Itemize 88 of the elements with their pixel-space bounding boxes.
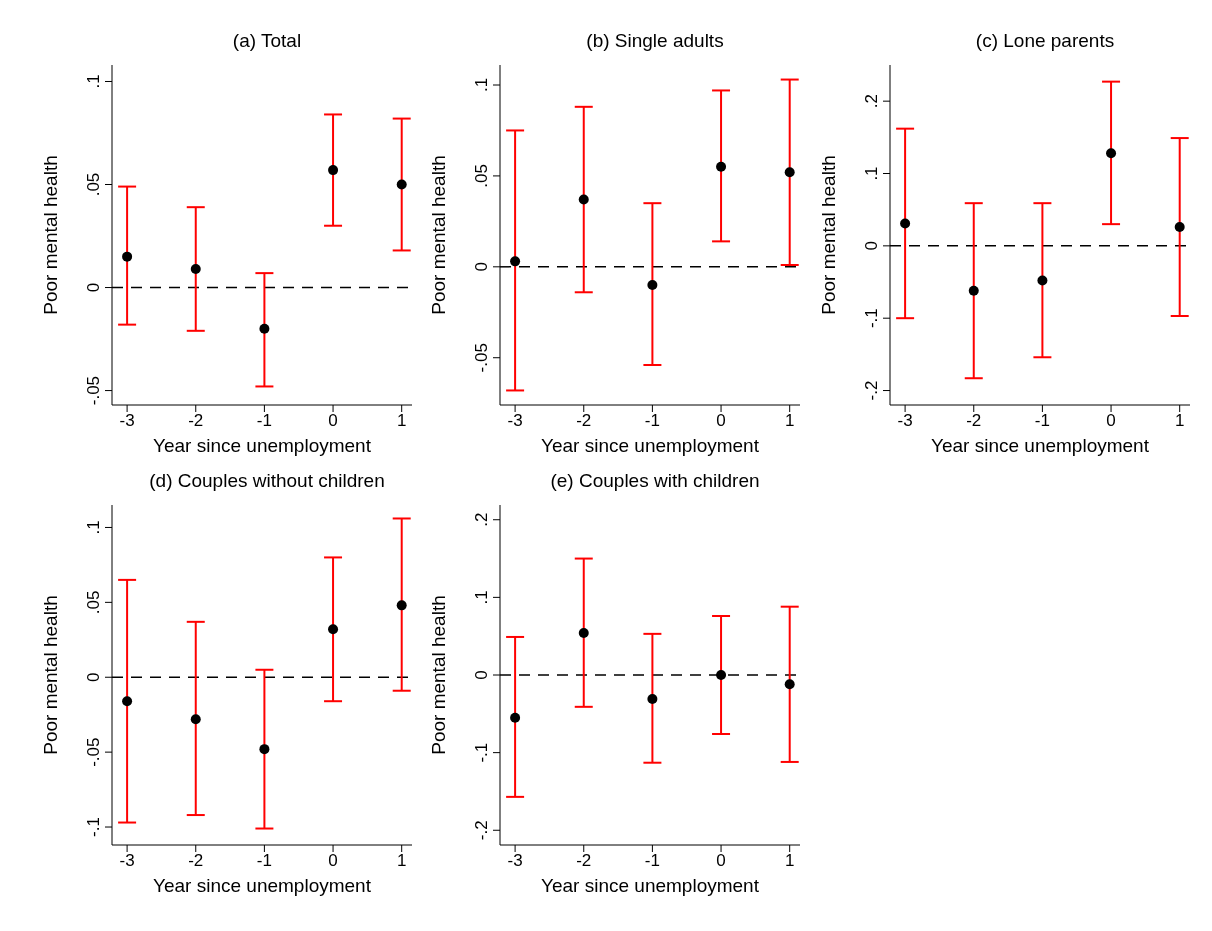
point (328, 165, 339, 176)
point (190, 264, 201, 274)
x-tick-label: -3 (507, 851, 523, 871)
y-tick-label: -.05 (84, 737, 103, 767)
y-axis-title: Poor mental health (817, 155, 839, 315)
y-tick-label: -.1 (84, 817, 103, 837)
x-tick-label: -1 (644, 411, 660, 431)
y-axis-title: Poor mental health (427, 595, 449, 755)
x-tick-label: 1 (396, 851, 407, 871)
y-tick-label: .2 (472, 512, 491, 527)
y-tick-label: -.05 (84, 375, 103, 406)
x-tick-label: -2 (188, 411, 204, 431)
x-tick-label: 0 (328, 411, 338, 431)
x-tick-label: -2 (966, 411, 982, 431)
y-tick-label: .2 (862, 94, 881, 109)
y-tick-label: -.2 (862, 380, 881, 401)
point (647, 694, 658, 705)
x-tick-label: -3 (119, 851, 135, 871)
point (578, 194, 589, 205)
point (784, 167, 795, 178)
point (328, 624, 339, 635)
point (716, 670, 727, 680)
y-tick-label: .1 (472, 590, 491, 605)
chart-title: (b) Single adults (585, 30, 725, 53)
point (578, 628, 589, 639)
point (259, 323, 270, 334)
x-tick-label: 1 (1174, 411, 1185, 431)
y-tick-label: 0 (84, 282, 103, 293)
point (784, 679, 795, 690)
x-tick-label: -3 (119, 411, 135, 431)
y-tick-label: .05 (472, 164, 491, 188)
x-tick-label: -2 (576, 851, 592, 871)
y-axis-title: Poor mental health (427, 155, 449, 315)
x-tick-label: 0 (1106, 411, 1116, 431)
point (190, 714, 201, 725)
y-tick-label: -.05 (472, 343, 491, 373)
x-axis-title: Year since unemployment (931, 435, 1150, 456)
x-tick-label: 1 (396, 411, 407, 431)
x-axis-title: Year since unemployment (153, 875, 372, 896)
x-tick-label: -1 (1034, 411, 1050, 431)
y-tick-label: -.1 (862, 308, 881, 329)
point (716, 161, 727, 172)
x-tick-label: -1 (644, 851, 660, 871)
point (396, 179, 407, 190)
point (968, 285, 979, 296)
x-axis-title: Year since unemployment (153, 435, 372, 456)
y-tick-label: .1 (84, 74, 103, 89)
point (1174, 222, 1185, 233)
chart-title: (d) Couples without children (148, 470, 386, 493)
y-tick-label: .1 (472, 77, 491, 93)
y-tick-label: .05 (84, 172, 103, 197)
point (1037, 275, 1048, 286)
x-axis-title: Year since unemployment (541, 435, 760, 456)
y-tick-label: 0 (862, 241, 881, 251)
y-tick-label: -.1 (472, 742, 491, 763)
point (510, 256, 521, 267)
y-tick-label: 0 (84, 672, 103, 682)
x-tick-label: -1 (256, 411, 272, 431)
point (1106, 148, 1117, 159)
y-tick-label: -.2 (472, 820, 491, 841)
point (900, 218, 911, 229)
x-tick-label: -2 (188, 851, 204, 871)
x-tick-label: -3 (897, 411, 913, 431)
y-tick-label: .1 (84, 520, 103, 535)
x-tick-label: 0 (716, 411, 726, 431)
point (396, 600, 407, 611)
y-tick-label: .1 (862, 166, 881, 181)
x-tick-label: -1 (256, 851, 272, 871)
point (510, 712, 521, 723)
x-tick-label: -3 (507, 411, 523, 431)
x-tick-label: 1 (784, 851, 795, 871)
chart-title: (a) Total (231, 30, 303, 53)
y-tick-label: 0 (472, 670, 491, 680)
x-tick-label: 1 (784, 411, 795, 431)
x-tick-label: 0 (716, 851, 726, 871)
chart-title: (e) Couples with children (549, 470, 761, 493)
y-axis-title: Poor mental health (39, 155, 61, 315)
x-axis-title: Year since unemployment (541, 875, 760, 896)
y-tick-label: 0 (472, 262, 491, 272)
y-axis-title: Poor mental health (39, 595, 61, 755)
x-tick-label: -2 (576, 411, 592, 431)
x-tick-label: 0 (328, 851, 338, 871)
point (122, 696, 133, 707)
y-tick-label: .05 (84, 590, 103, 615)
chart-title: (c) Lone parents (974, 30, 1116, 53)
point (647, 280, 658, 290)
point (259, 744, 270, 755)
point (122, 251, 133, 262)
